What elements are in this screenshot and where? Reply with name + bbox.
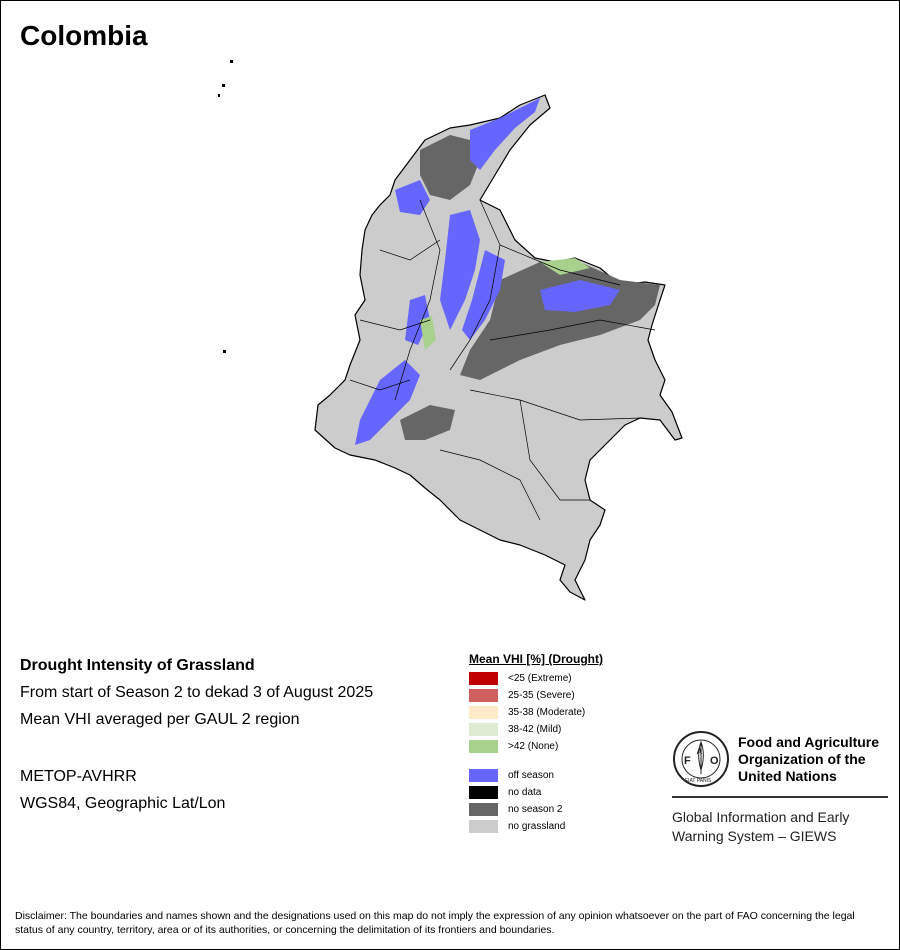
info-projection: WGS84, Geographic Lat/Lon [20,795,226,812]
giews-line: Warning System – GIEWS [672,828,837,844]
fao-logo-icon: F O A FIAT PANIS [673,731,729,787]
legend-label: off season [508,770,554,781]
info-method: Mean VHI averaged per GAUL 2 region [20,711,300,728]
info-heading: Drought Intensity of Grassland [20,657,255,674]
legend-swatch [469,820,498,833]
legend-swatch [469,786,498,799]
legend-swatch [469,723,498,736]
giews-line: Global Information and Early [672,809,850,825]
legend-swatch [469,803,498,816]
islands [218,60,233,353]
legend-label: 38-42 (Mild) [508,724,562,735]
legend-label: 25-35 (Severe) [508,690,575,701]
fao-logo-letter: O [710,755,719,767]
legend-label: no season 2 [508,804,563,815]
org-name-line: United Nations [738,767,837,784]
legend-item: no grassland [469,818,603,835]
legend-item: no season 2 [469,801,603,818]
disclaimer: Disclaimer: The boundaries and names sho… [15,910,855,936]
map-title: Colombia [20,20,148,51]
legend-swatch [469,689,498,702]
legend-swatch [469,706,498,719]
country-shape [314,94,683,601]
legend-label: <25 (Extreme) [508,673,572,684]
org-name-line: Organization of the [738,750,866,767]
legend-item: <25 (Extreme) [469,670,603,687]
legend-item: 35-38 (Moderate) [469,704,603,721]
fao-branding: F O A FIAT PANIS Food and Agriculture Or… [672,730,888,846]
info-sensor: METOP-AVHRR [20,768,137,785]
legend-swatch [469,740,498,753]
divider [672,796,888,798]
giews-name: Global Information and Early Warning Sys… [672,808,888,846]
legend-item: no data [469,784,603,801]
legend-swatch [469,672,498,685]
legend-swatch [469,769,498,782]
fao-logo-letter: A [697,747,703,756]
legend-item: 25-35 (Severe) [469,687,603,704]
info-period: From start of Season 2 to dekad 3 of Aug… [20,684,374,701]
legend-item: 38-42 (Mild) [469,721,603,738]
legend-label: >42 (None) [508,741,559,752]
org-name-line: Food and Agriculture [738,733,880,750]
legend: Mean VHI [%] (Drought) <25 (Extreme) 25-… [469,652,603,835]
fao-logo-letter: F [684,755,691,767]
org-name: Food and Agriculture Organization of the… [738,734,879,785]
legend-title: Mean VHI [%] (Drought) [469,652,603,666]
legend-label: no data [508,787,542,798]
legend-label: no grassland [508,821,566,832]
legend-item: >42 (None) [469,738,603,755]
legend-item: off season [469,767,603,784]
country-map [218,60,683,601]
map-info-panel: Drought Intensity of Grassland From star… [20,657,373,822]
legend-label: 35-38 (Moderate) [508,707,586,718]
fao-logo-ring-text: FIAT PANIS [685,778,712,784]
